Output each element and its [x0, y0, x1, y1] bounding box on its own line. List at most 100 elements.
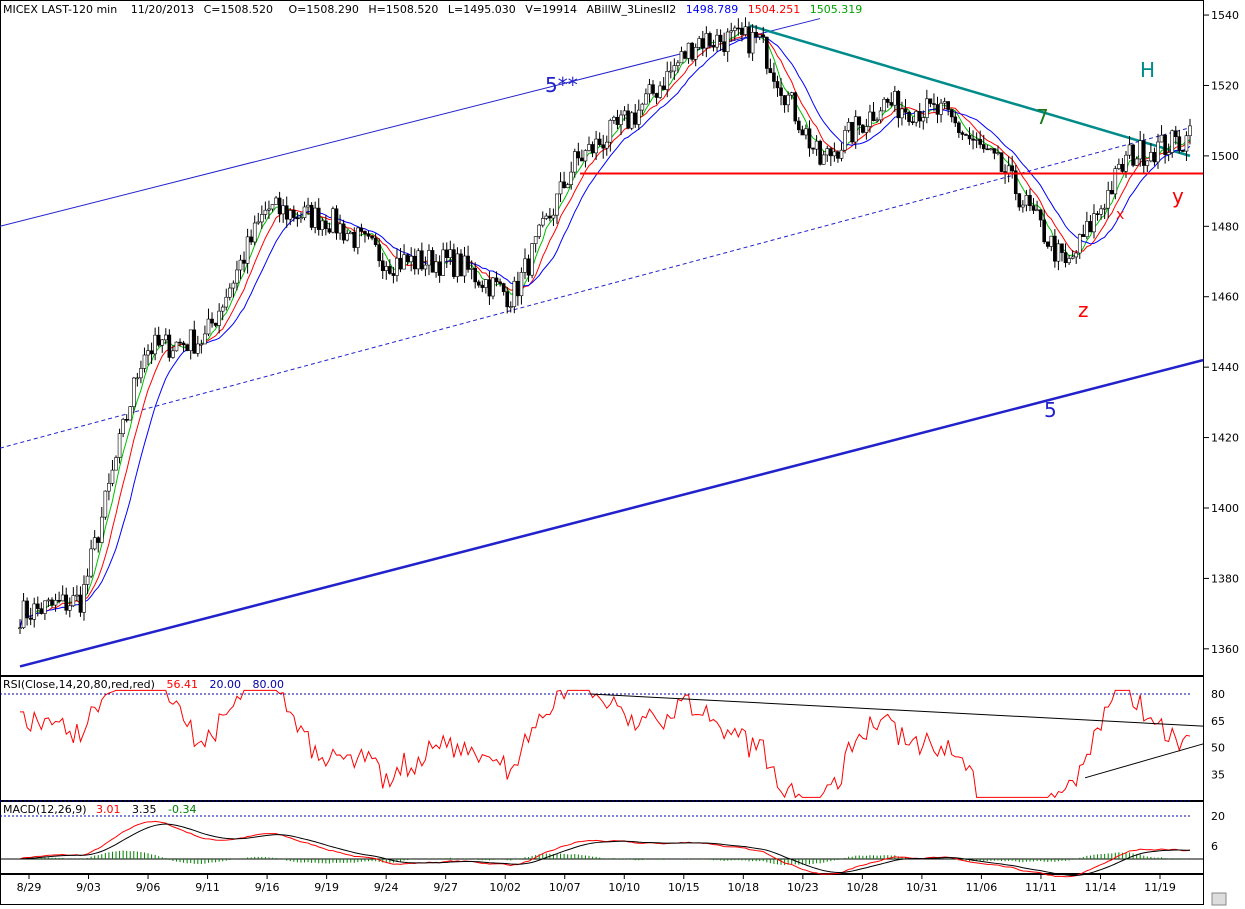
candle-body [551, 214, 556, 219]
candle-body [1021, 204, 1025, 208]
candle-body [921, 117, 926, 122]
candle-body [370, 235, 374, 239]
candle-body [1159, 134, 1164, 143]
candle-body [92, 537, 97, 550]
candle-body [700, 38, 705, 49]
rsi-tick-label: 65 [1211, 715, 1225, 728]
candle-body [722, 41, 726, 52]
trendline-layer [0, 18, 1204, 668]
header-date: 11/20/2013 [131, 3, 194, 16]
rsi-tick-label: 80 [1211, 688, 1225, 701]
candle-body [224, 296, 229, 308]
date-tick-label: 9/03 [76, 881, 101, 894]
date-axis-frame [0, 874, 1204, 905]
candle-body [39, 608, 44, 614]
candle-body [142, 354, 147, 369]
date-tick-label: 9/24 [374, 881, 399, 894]
candle-body [718, 34, 723, 42]
candle-body [50, 599, 54, 606]
candle-body [1181, 150, 1185, 152]
candle-body [885, 98, 890, 103]
candle-body [281, 205, 285, 215]
candle-body [868, 111, 872, 127]
date-tick-label: 10/23 [787, 881, 819, 894]
date-tick-label: 10/02 [489, 881, 521, 894]
candle-body [1095, 213, 1100, 215]
candle-body [651, 84, 655, 94]
candle-body [540, 218, 545, 226]
candle-body [338, 223, 342, 234]
price-tick-label: 1420 [1211, 432, 1239, 445]
macd-line [19, 820, 1191, 878]
candle-body [380, 260, 385, 271]
instrument-label: MICEX LAST-120 min [3, 3, 117, 16]
candle-body [967, 135, 972, 140]
candle-body [405, 254, 410, 263]
candle-body [25, 600, 29, 619]
candle-body [889, 102, 894, 106]
candle-body [676, 62, 680, 66]
candle-body [402, 254, 406, 270]
candle-body [1134, 158, 1139, 166]
candle-body [583, 150, 588, 162]
mid-channel-dashed-line [0, 127, 1191, 449]
candle-body [750, 32, 755, 54]
candle-body [878, 110, 883, 121]
date-tick-label: 9/27 [433, 881, 458, 894]
candle-body [1124, 154, 1128, 172]
candle-body [850, 121, 854, 143]
candle-body [331, 208, 335, 233]
candle-body [188, 329, 193, 351]
candle-body [316, 207, 321, 230]
candle-body [420, 250, 424, 270]
candle-body [1102, 207, 1107, 210]
candle-body [491, 277, 495, 297]
candle-body [252, 222, 257, 243]
candle-body [85, 575, 90, 585]
candle-body [270, 204, 275, 210]
candle-body [786, 94, 790, 106]
candle-body [942, 101, 947, 104]
candle-body [441, 249, 445, 276]
indicator-red-value: 1504.251 [748, 3, 801, 16]
candle-body [267, 208, 271, 211]
candle-body [925, 98, 929, 118]
candle-body [1028, 195, 1032, 207]
candle-body [882, 98, 886, 112]
wave-label-7: 7 [1036, 105, 1049, 129]
candle-body [1053, 235, 1057, 262]
candle-body [871, 111, 876, 122]
macd-tick-label: 6 [1211, 840, 1218, 853]
candle-body [284, 205, 289, 220]
date-tick-label: 11/19 [1144, 881, 1176, 894]
candle-body [999, 152, 1004, 172]
indicator-blue-value: 1498.789 [686, 3, 739, 16]
candle-body [622, 110, 627, 116]
date-tick-label: 9/06 [136, 881, 161, 894]
candle-body [466, 255, 470, 270]
candle-body [99, 516, 104, 543]
candle-body [348, 232, 353, 234]
candle-body [668, 70, 673, 73]
candle-body [757, 34, 762, 38]
candle-body [704, 33, 709, 49]
candle-body [156, 334, 161, 346]
candle-body [231, 282, 236, 289]
candle-body [1177, 136, 1182, 151]
candle-body [473, 267, 477, 283]
candle-body [356, 227, 360, 248]
candle-body [1070, 256, 1075, 259]
rsi-layer [0, 689, 1204, 802]
date-tick-label: 10/31 [906, 881, 938, 894]
candle-body [928, 98, 933, 104]
wave-label-x: x [1116, 207, 1124, 223]
corner-button[interactable] [1211, 892, 1227, 906]
candle-body [363, 231, 367, 234]
candle-body [1156, 141, 1160, 163]
candle-body [743, 26, 748, 35]
candle-body [1152, 152, 1157, 163]
candle-body [220, 306, 225, 312]
candle-body [893, 91, 897, 106]
candle-body [1117, 163, 1121, 169]
date-tick-label: 10/15 [668, 881, 700, 894]
